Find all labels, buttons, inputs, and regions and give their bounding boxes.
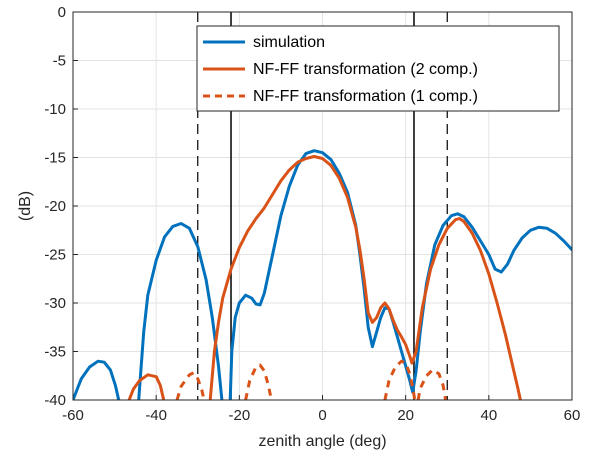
legend: simulation NF-FF transformation (2 comp.… [196, 25, 560, 112]
legend-label-nf2: NF-FF transformation (2 comp.) [253, 61, 478, 78]
y-tick-label: -35 [44, 344, 66, 361]
nf-ff-1comp-line [175, 371, 206, 400]
legend-label-nf1: NF-FF transformation (1 comp.) [253, 88, 478, 105]
x-tick-label: 40 [480, 407, 497, 424]
y-tick-label: -20 [44, 198, 66, 215]
simulation-line [73, 359, 121, 400]
ticks: -60 -40 -20 0 20 40 600-5-10-15-20-25-30-35-40 [44, 4, 580, 424]
y-tick-label: -30 [44, 295, 66, 312]
y-tick-label: -10 [44, 101, 66, 118]
x-tick-label: -40 [145, 407, 167, 424]
x-tick-label: 20 [397, 407, 414, 424]
nf-ff-1comp-line [383, 359, 417, 400]
y-tick-label: -25 [44, 247, 66, 264]
nf-ff-2comp-line [127, 373, 166, 400]
x-tick-label: 60 [564, 407, 581, 424]
x-tick-label: -60 [62, 407, 84, 424]
nf-ff-2comp-line [208, 155, 522, 400]
y-tick-label: 0 [58, 4, 66, 21]
y-axis-label: (dB) [17, 191, 34, 221]
x-tick-label: 0 [318, 407, 326, 424]
y-tick-label: -40 [44, 392, 66, 409]
y-tick-label: -5 [53, 53, 66, 70]
simulation-line [137, 222, 224, 400]
y-tick-label: -15 [44, 150, 66, 167]
x-axis-label: zenith angle (deg) [258, 433, 386, 450]
nf-ff-1comp-line [244, 363, 273, 400]
x-tick-label: -20 [228, 407, 250, 424]
series-group [73, 149, 572, 400]
legend-box [196, 25, 560, 112]
nf-ff-1comp-line [416, 368, 448, 400]
legend-label-simulation: simulation [253, 34, 325, 51]
